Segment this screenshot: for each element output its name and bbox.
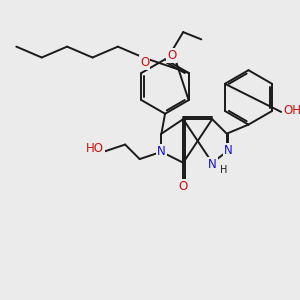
Text: N: N [157, 145, 166, 158]
Text: O: O [167, 49, 176, 62]
Text: OH: OH [283, 104, 300, 117]
Text: O: O [178, 180, 188, 193]
Text: HO: HO [86, 142, 104, 155]
Text: N: N [208, 158, 217, 171]
Text: O: O [140, 56, 149, 69]
Text: H: H [220, 165, 227, 175]
Text: N: N [224, 144, 233, 157]
